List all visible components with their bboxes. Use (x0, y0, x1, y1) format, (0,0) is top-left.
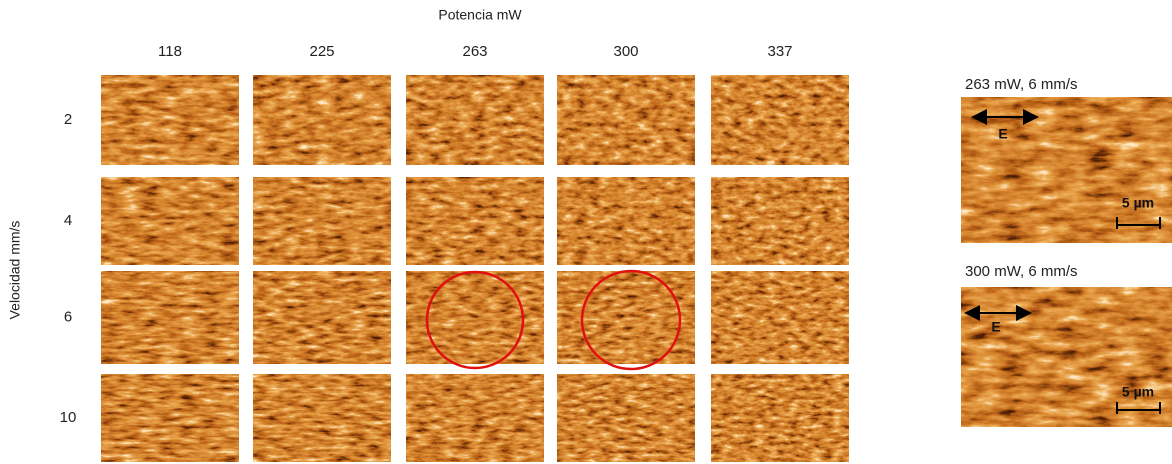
inset-title: 300 mW, 6 mm/s (965, 263, 1078, 280)
column-label: 300 (613, 43, 638, 60)
afm-image (253, 177, 391, 265)
afm-image (406, 177, 544, 265)
column-label: 263 (462, 43, 487, 60)
column-label: 225 (309, 43, 334, 60)
afm-image (711, 75, 849, 165)
afm-image (557, 271, 695, 364)
afm-image (557, 177, 695, 265)
arrow-label: E (991, 319, 1000, 335)
image-grid (101, 75, 849, 462)
scale-label: 5 µm (1122, 384, 1154, 400)
afm-image (711, 271, 849, 364)
afm-image (101, 271, 239, 364)
page: Potencia mW Velocidad mm/s 118 225 263 300 3… (0, 0, 1172, 464)
arrow-label: E (998, 126, 1007, 142)
afm-image (557, 374, 695, 462)
afm-image (101, 75, 239, 165)
row-axis-title: Velocidad mm/s (7, 221, 23, 320)
afm-image (406, 374, 544, 462)
row-label: 6 (64, 308, 72, 325)
column-label: 337 (767, 43, 792, 60)
afm-image (961, 97, 1172, 243)
scale-label: 5 µm (1122, 195, 1154, 211)
afm-image (101, 177, 239, 265)
column-label: 118 (158, 43, 182, 60)
afm-image (961, 287, 1172, 427)
afm-image (406, 75, 544, 165)
afm-image (557, 75, 695, 165)
afm-image (253, 271, 391, 364)
afm-image (711, 374, 849, 462)
column-axis-title: Potencia mW (438, 7, 522, 23)
afm-image (253, 374, 391, 462)
figure: Potencia mW Velocidad mm/s 118 225 263 300 3… (0, 0, 1172, 464)
afm-image (253, 75, 391, 165)
afm-image (711, 177, 849, 265)
row-label: 2 (64, 111, 72, 128)
afm-image (101, 374, 239, 462)
inset-title: 263 mW, 6 mm/s (965, 76, 1078, 93)
row-label: 4 (64, 212, 72, 229)
row-label: 10 (60, 409, 77, 426)
